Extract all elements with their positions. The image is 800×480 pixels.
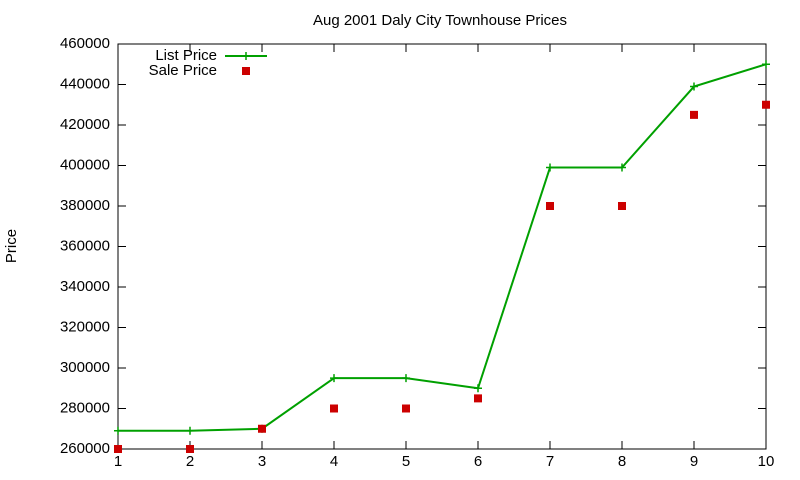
point bbox=[186, 426, 194, 435]
series-line bbox=[118, 63, 767, 432]
point bbox=[762, 60, 770, 69]
legend-marker bbox=[242, 52, 250, 60]
point bbox=[114, 445, 122, 453]
point bbox=[474, 384, 482, 393]
x-tick-label: 4 bbox=[330, 453, 338, 470]
x-tick-label: 1 bbox=[114, 453, 122, 470]
point bbox=[618, 163, 626, 172]
y-tick-label: 300000 bbox=[60, 359, 110, 376]
y-tick-label: 340000 bbox=[60, 278, 110, 295]
point bbox=[690, 82, 698, 91]
y-tick-label: 460000 bbox=[60, 35, 110, 52]
legend-marker bbox=[242, 67, 250, 75]
legend-label: List Price bbox=[155, 47, 217, 64]
x-tick-label: 5 bbox=[402, 453, 410, 470]
x-tick-label: 2 bbox=[186, 453, 194, 470]
point bbox=[474, 394, 482, 403]
y-axis-label: Price bbox=[3, 229, 20, 263]
y-tick-label: 360000 bbox=[60, 237, 110, 254]
x-tick-label: 10 bbox=[758, 453, 775, 470]
chart-title: Aug 2001 Daly City Townhouse Prices bbox=[313, 12, 567, 29]
y-tick-label: 400000 bbox=[60, 156, 110, 173]
x-tick-label: 9 bbox=[690, 453, 698, 470]
point bbox=[330, 374, 338, 383]
x-tick-label: 7 bbox=[546, 453, 554, 470]
x-tick-label: 8 bbox=[618, 453, 626, 470]
plot-frame bbox=[117, 43, 767, 450]
point bbox=[330, 404, 338, 413]
point bbox=[762, 100, 770, 109]
point bbox=[546, 163, 554, 172]
point bbox=[186, 445, 194, 453]
point bbox=[690, 110, 698, 119]
point bbox=[114, 426, 122, 435]
y-tick-label: 420000 bbox=[60, 116, 110, 133]
point bbox=[402, 374, 410, 383]
y-tick-label: 440000 bbox=[60, 75, 110, 92]
point bbox=[546, 202, 554, 210]
x-tick-label: 6 bbox=[474, 453, 482, 470]
y-tick-label: 380000 bbox=[60, 197, 110, 214]
y-tick-label: 320000 bbox=[60, 318, 110, 335]
y-tick-label: 280000 bbox=[60, 399, 110, 416]
point bbox=[618, 202, 626, 210]
x-tick-label: 3 bbox=[258, 453, 266, 470]
point bbox=[258, 424, 266, 433]
point bbox=[402, 404, 410, 413]
y-tick-label: 260000 bbox=[60, 440, 110, 457]
legend-label: Sale Price bbox=[149, 62, 217, 79]
